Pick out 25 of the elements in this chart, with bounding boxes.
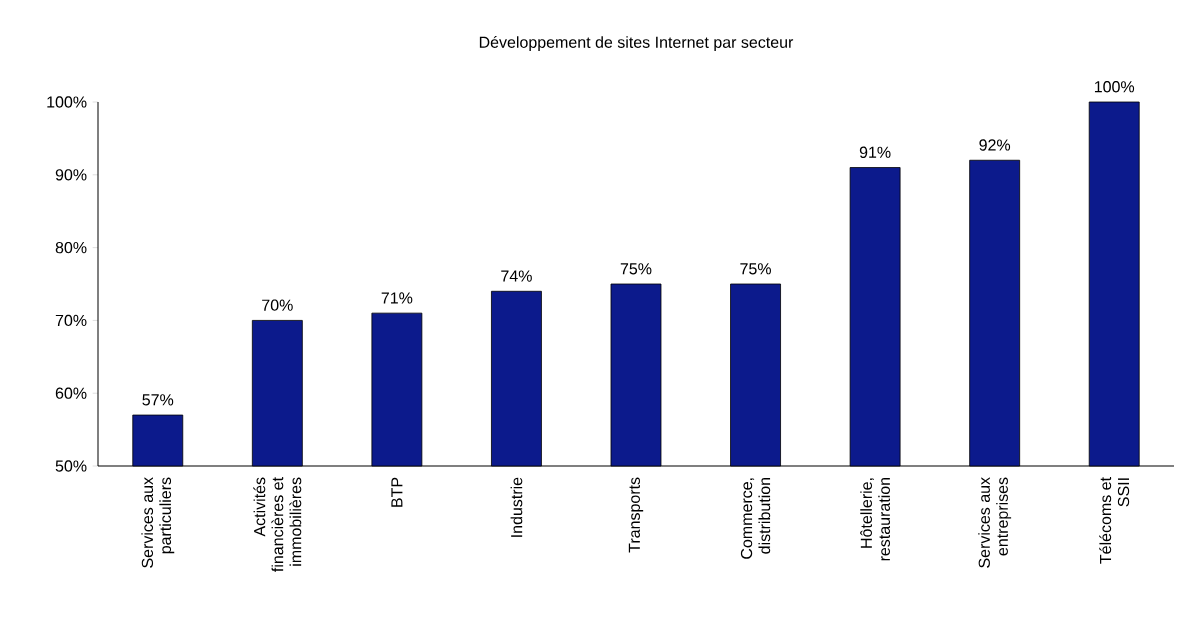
data-label: 91% <box>859 146 891 158</box>
y-tick-label: 50% <box>55 460 87 472</box>
data-label: 74% <box>501 270 532 282</box>
x-tick-label: BTP <box>391 477 403 507</box>
y-tick-label: 90% <box>55 169 87 181</box>
x-tick-label: Industrie <box>510 477 523 537</box>
data-label: 57% <box>142 394 174 406</box>
data-label: 75% <box>740 263 771 275</box>
chart-title: Développement de sites Internet par secteur <box>479 35 794 52</box>
data-label: 70% <box>262 299 293 311</box>
x-tick-label: Activités financières et immobilières <box>253 477 302 572</box>
x-tick-label: Services aux particuliers <box>141 477 175 568</box>
x-tick-label: Commerce, distribution <box>740 477 771 559</box>
data-label: 75% <box>620 263 652 275</box>
x-tick-label: Transports <box>628 477 644 553</box>
y-tick-label: 100% <box>47 96 87 108</box>
x-tick-label: Télécoms et SSII <box>1099 477 1130 564</box>
y-tick-label: 70% <box>55 314 87 327</box>
x-tick-label: Hôtellerie, restauration <box>860 477 890 561</box>
data-label: 71% <box>381 292 413 304</box>
data-label: 100% <box>1094 81 1135 93</box>
y-tick-label: 80% <box>55 241 87 254</box>
data-label: 92% <box>979 139 1011 151</box>
x-tick-label: Services aux entreprises <box>978 477 1012 568</box>
y-tick-label: 60% <box>55 387 87 399</box>
